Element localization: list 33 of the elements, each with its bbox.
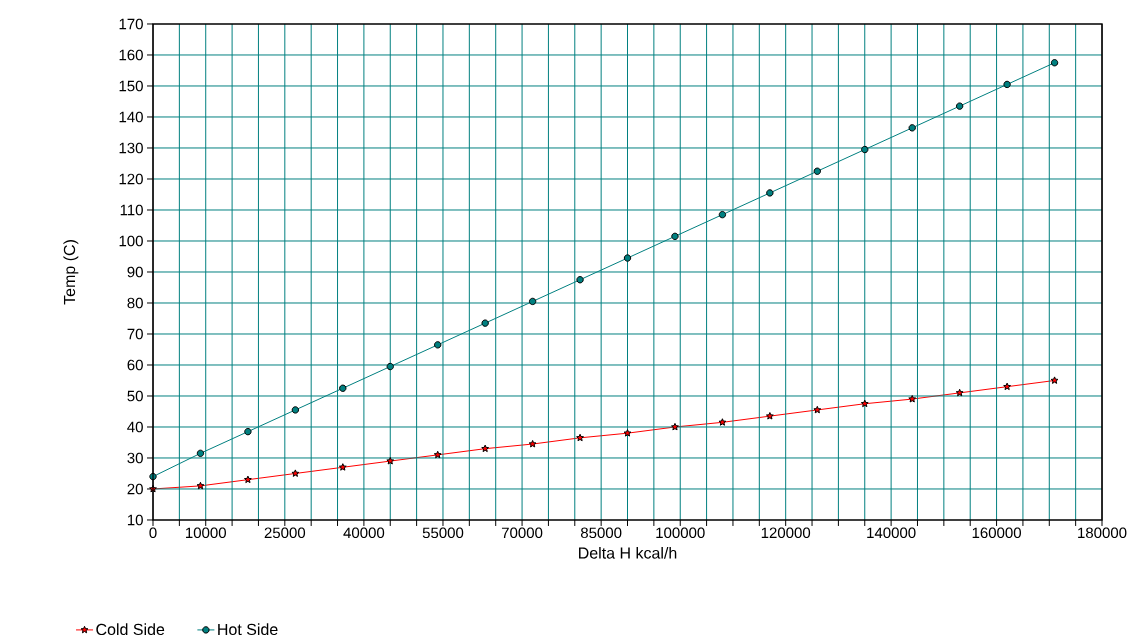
y-tick-label: 120 [119,173,143,185]
y-tick-label: 80 [127,297,143,309]
x-tick-label: 100000 [656,527,705,539]
y-tick-label: 160 [119,49,143,61]
x-tick-label: 70000 [501,527,543,539]
y-tick-label: 20 [127,483,143,495]
y-tick-label: 140 [119,111,143,123]
x-tick-label: 40000 [343,527,385,539]
y-tick-label: 50 [127,390,143,402]
y-tick-label: 130 [119,142,143,154]
legend-label: Cold Side [96,623,165,636]
x-tick-label: 55000 [422,527,464,539]
legend-label: Hot Side [218,623,278,636]
y-tick-label: 90 [127,266,143,278]
x-tick-label: 0 [149,527,157,539]
x-tick-label: 180000 [1078,527,1127,539]
y-tick-label: 170 [119,18,143,30]
x-tick-label: 140000 [867,527,916,539]
y-tick-label: 70 [127,328,143,340]
x-tick-label: 85000 [580,527,622,539]
x-axis-title: Delta H kcal/h [579,546,677,559]
x-tick-label: 10000 [186,527,226,539]
y-tick-label: 100 [119,235,143,247]
y-tick-label: 40 [127,421,143,433]
y-axis-title: Temp (C) [63,240,79,305]
x-tick-label: 160000 [972,527,1021,539]
x-tick-label: 120000 [761,527,811,539]
y-tick-label: 60 [127,359,143,371]
x-tick-label: 25000 [264,527,306,539]
y-tick-label: 10 [127,514,143,526]
y-tick-label: 30 [127,452,143,464]
y-tick-label: 110 [120,204,143,216]
y-tick-label: 150 [119,80,143,92]
